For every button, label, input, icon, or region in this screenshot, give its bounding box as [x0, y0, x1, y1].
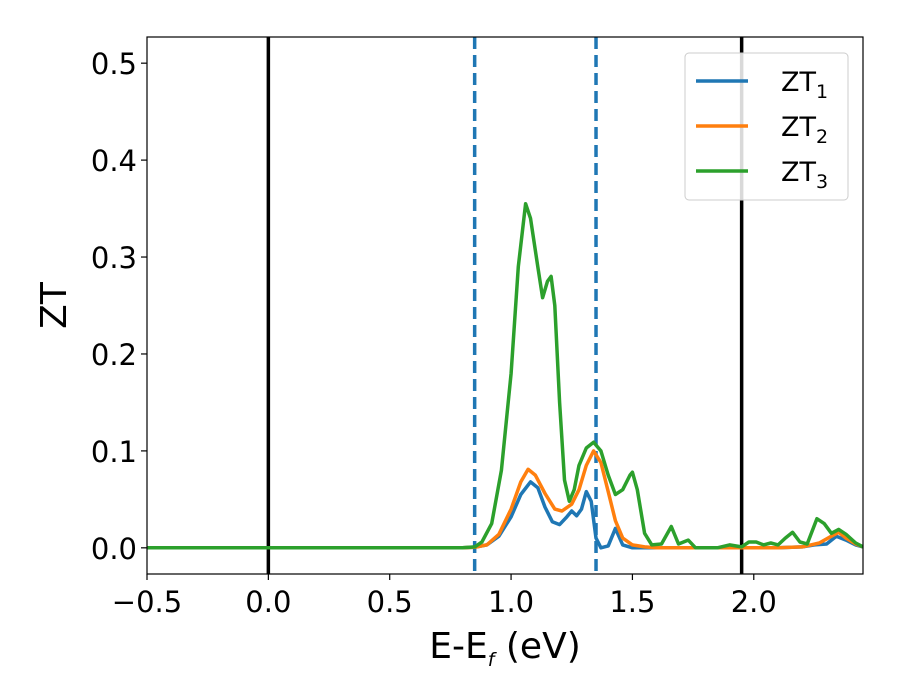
axis-ticks: −0.5 0.0 0.5 1.0 1.5 2.0 0.0 0.1 0.2 0.3 0.4 0.5	[91, 47, 777, 619]
legend: ZT1 ZT2 ZT3	[684, 52, 849, 201]
x-tick-label-5: 2.0	[731, 585, 777, 619]
series-line-zt1	[147, 480, 863, 550]
legend-box	[684, 52, 849, 201]
x-axis-label: E-Ef (eV)	[429, 626, 581, 671]
x-tick-label-1: 0.0	[245, 585, 291, 619]
x-tick-label-2: 0.5	[367, 585, 413, 619]
series-line-zt2	[147, 449, 863, 550]
legend-label-zt3: ZT3	[781, 157, 828, 193]
x-tick-label-4: 1.5	[609, 585, 655, 619]
x-tick-label-0: −0.5	[112, 585, 182, 619]
legend-label-zt2: ZT2	[781, 112, 828, 148]
legend-label-zt1: ZT1	[781, 67, 828, 103]
y-tick-label-0: 0.0	[91, 532, 137, 566]
x-tick-label-3: 1.0	[488, 585, 534, 619]
x-axis-label-main: E-E	[429, 626, 487, 667]
y-tick-label-4: 0.4	[91, 144, 137, 178]
y-tick-label-2: 0.2	[91, 338, 137, 372]
y-tick-label-3: 0.3	[91, 241, 137, 275]
series-line-zt3	[147, 201, 863, 550]
axes-frame	[146, 36, 864, 575]
x-axis-label-subscript: f	[488, 649, 498, 671]
y-tick-label-1: 0.1	[91, 435, 137, 469]
x-axis-label-unit: (eV)	[494, 626, 580, 667]
y-axis-label: ZT	[34, 281, 75, 329]
y-tick-label-5: 0.5	[91, 47, 137, 81]
